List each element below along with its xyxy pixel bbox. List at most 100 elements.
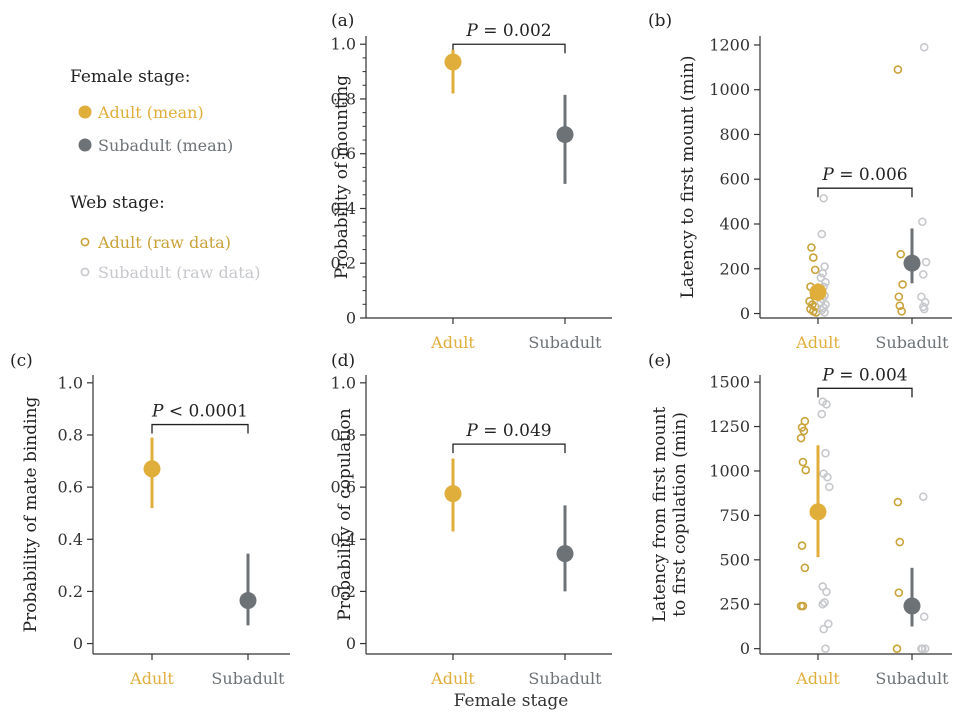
y-tick-label-a: 0.2	[331, 254, 356, 273]
significance-bracket-d	[452, 443, 566, 454]
panel-c: (c) 0 0.2 0.4 0.6 0.8 1.0 Adult Subadult Probabil…	[10, 351, 290, 688]
raw-point-adult-web-e	[800, 563, 810, 573]
y-tick-label-b: 1200	[709, 35, 750, 54]
significance-bracket-c	[151, 423, 249, 434]
raw-point-adult-web-b	[810, 265, 820, 275]
y-axis-label-d: Probability of copulation	[335, 408, 355, 620]
y-tick-label-d: 0.2	[331, 582, 356, 601]
x-tick-label-subadult-b: Subadult	[875, 333, 949, 352]
y-tick-label-d: 0.6	[331, 478, 356, 497]
raw-point-subadult-web-b	[820, 308, 829, 317]
legend-marker-subadult-mean	[78, 138, 92, 152]
raw-point-subadult-web-b	[921, 257, 931, 267]
raw-point-adult-web-b	[897, 306, 906, 316]
raw-point-adult-web-b	[895, 301, 905, 310]
raw-point-subadult-web-b	[819, 193, 828, 203]
p-value-a: P = 0.002	[465, 21, 551, 41]
y-axis-label-e-line1: Latency from first mount	[650, 407, 670, 623]
raw-point-adult-web-b	[896, 249, 906, 259]
y-axis-label-a: Probability of mounting	[332, 75, 352, 279]
y-tick-label-c: 0.8	[58, 425, 83, 444]
raw-point-subadult-web-b	[817, 229, 827, 239]
legend-label-adult-mean: Adult (mean)	[97, 103, 204, 122]
y-tick-label-e: 1000	[709, 461, 750, 480]
raw-point-adult-web-e	[796, 433, 806, 443]
raw-point-adult-web-b	[893, 65, 903, 74]
x-tick-label-adult-e: Adult	[795, 669, 840, 688]
raw-point-adult-web-b	[810, 302, 820, 312]
mean-point-adult-c	[143, 460, 161, 478]
mean-point-subadult-e	[903, 597, 921, 615]
shared-x-axis-label: Female stage	[454, 691, 569, 711]
raw-point-adult-web-e	[893, 497, 903, 507]
y-tick-label-a: 1.0	[331, 35, 356, 54]
mean-point-subadult-d	[556, 545, 574, 563]
x-tick-label-adult-d: Adult	[430, 669, 475, 688]
y-axis-label-b: Latency to first mount (min)	[678, 56, 698, 299]
raw-point-subadult-web-e	[918, 492, 928, 502]
raw-point-subadult-web-e	[819, 624, 828, 634]
y-tick-label-a: 0.4	[331, 199, 356, 218]
legend-label-adult-raw: Adult (raw data)	[97, 233, 231, 252]
raw-point-subadult-web-b	[816, 273, 826, 283]
y-tick-label-b: 200	[719, 259, 750, 278]
raw-point-subadult-web-e	[920, 644, 930, 653]
raw-point-subadult-web-b	[819, 303, 828, 313]
raw-point-subadult-web-e	[818, 599, 828, 609]
panel-label-d: (d)	[331, 351, 355, 371]
raw-point-adult-web-b	[808, 253, 818, 262]
legend-title-female-stage: Female stage:	[70, 67, 190, 87]
p-value-c: P < 0.0001	[151, 402, 248, 422]
y-tick-label-a: 0.6	[331, 144, 356, 163]
panel-b: (b) 0 200 400 600 800 1000 1200 Adult Subadult Lat…	[648, 11, 952, 352]
raw-point-subadult-web-e	[817, 409, 827, 419]
raw-point-adult-web-b	[898, 280, 907, 289]
mean-point-adult-d	[444, 485, 462, 503]
raw-point-subadult-web-e	[919, 612, 929, 621]
raw-point-subadult-web-e	[820, 598, 829, 607]
y-tick-label-c: 0.6	[58, 478, 83, 497]
y-tick-label-d: 0.4	[331, 530, 356, 549]
x-tick-label-subadult-d: Subadult	[528, 669, 602, 688]
significance-bracket-b	[817, 187, 913, 198]
raw-point-subadult-web-b	[917, 292, 926, 302]
y-tick-label-c: 1.0	[58, 373, 83, 392]
mean-point-subadult-c	[239, 592, 257, 610]
raw-point-adult-web-e	[892, 644, 902, 653]
raw-point-subadult-web-b	[821, 277, 830, 287]
y-tick-label-c: 0.2	[58, 582, 83, 601]
panel-label-a: (a)	[331, 11, 354, 31]
panel-label-e: (e)	[648, 351, 671, 371]
panel-label-c: (c)	[10, 351, 33, 371]
raw-point-adult-web-e	[894, 588, 904, 597]
raw-point-subadult-web-e	[822, 400, 831, 409]
x-tick-label-adult-a: Adult	[430, 333, 475, 352]
y-tick-label-d: 0	[346, 634, 356, 653]
significance-bracket-a	[452, 43, 566, 54]
raw-point-adult-web-e	[895, 537, 905, 547]
legend: Female stage: Adult (mean) Subadult (mea…	[70, 67, 260, 282]
y-tick-label-a: 0	[346, 309, 356, 328]
raw-point-adult-web-b	[894, 292, 904, 302]
p-value-b: P = 0.006	[821, 165, 907, 185]
mean-point-subadult-b	[903, 254, 921, 272]
y-tick-label-b: 800	[719, 125, 750, 144]
mean-point-subadult-a	[556, 126, 574, 144]
panel-label-b: (b)	[648, 11, 672, 31]
p-value-d: P = 0.049	[465, 421, 551, 441]
y-tick-label-d: 1.0	[331, 373, 356, 392]
mean-point-adult-b	[809, 283, 827, 301]
legend-label-subadult-raw: Subadult (raw data)	[98, 263, 260, 282]
p-value-e: P = 0.004	[821, 365, 907, 385]
legend-marker-adult-mean	[78, 105, 92, 119]
y-tick-label-c: 0	[73, 634, 83, 653]
raw-point-subadult-web-b	[918, 270, 928, 279]
raw-point-adult-web-e	[801, 465, 811, 475]
raw-point-subadult-web-e	[822, 587, 831, 597]
raw-point-subadult-web-b	[818, 268, 828, 278]
y-tick-label-e: 1250	[709, 417, 750, 436]
y-tick-label-b: 1000	[709, 80, 750, 99]
raw-point-subadult-web-b	[820, 262, 829, 271]
mean-point-adult-e	[809, 503, 827, 521]
